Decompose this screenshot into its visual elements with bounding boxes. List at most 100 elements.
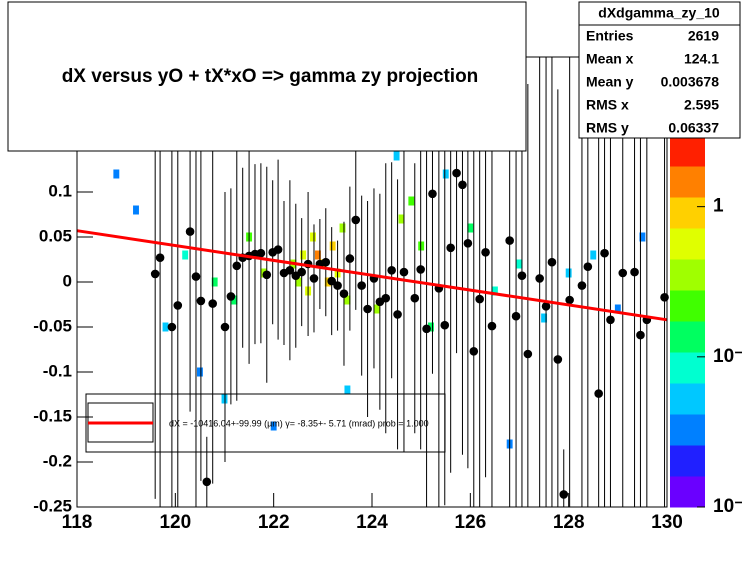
point	[523, 349, 533, 359]
point	[196, 296, 206, 306]
heatmap-cell	[491, 286, 498, 296]
point	[185, 227, 195, 236]
point	[321, 257, 331, 267]
heatmap-cell	[442, 169, 449, 179]
point	[416, 265, 425, 274]
color-bar-band	[670, 290, 705, 322]
point	[547, 257, 557, 267]
heatmap-cell	[639, 232, 646, 242]
point	[463, 239, 473, 248]
heatmap-cell	[344, 295, 351, 305]
stats-value: 124.1	[684, 51, 719, 67]
heatmap-cell	[344, 385, 351, 395]
point	[577, 281, 587, 290]
x-tick-label: 126	[454, 512, 486, 533]
stats-value: 2619	[688, 28, 719, 44]
point	[173, 301, 183, 310]
point	[481, 248, 490, 257]
point	[600, 248, 609, 258]
z-tick-label: 10⁻¹	[713, 346, 742, 367]
y-tick-label: -0.05	[33, 316, 72, 335]
point	[446, 243, 455, 253]
point	[505, 236, 514, 245]
heatmap-cell	[162, 322, 169, 332]
heatmap-cell	[398, 214, 405, 224]
point	[345, 254, 355, 263]
point	[226, 292, 236, 301]
point	[208, 299, 217, 308]
point	[191, 272, 201, 281]
point	[636, 330, 645, 340]
heatmap-cell	[408, 196, 415, 206]
chart-title: dX versus yO + tX*xO => gamma zy project…	[62, 66, 479, 87]
color-bar-band	[670, 135, 705, 167]
heatmap-cell	[516, 259, 523, 269]
heatmap-cell	[339, 223, 346, 233]
heatmap-cell	[196, 367, 203, 377]
z-tick-label: 10⁻²	[713, 496, 742, 517]
heatmap-cell	[565, 268, 572, 278]
color-bar-band	[670, 445, 705, 477]
x-tick-label: 120	[159, 512, 191, 533]
title-box	[7, 1, 527, 152]
point	[155, 253, 165, 262]
stats-value: 2.595	[684, 97, 719, 113]
heatmap-cell	[231, 295, 238, 305]
point	[351, 215, 361, 225]
stats-value: 0.003678	[661, 74, 720, 90]
point	[475, 294, 484, 304]
color-bar-band	[670, 321, 705, 353]
point	[220, 322, 230, 332]
heatmap-cell	[329, 241, 336, 251]
point	[262, 270, 272, 280]
point	[535, 274, 544, 283]
point	[285, 266, 295, 275]
point	[559, 490, 569, 499]
x-tick-label: 118	[62, 512, 93, 533]
heatmap-cell	[182, 250, 189, 260]
x-tick-label: 128	[553, 512, 585, 533]
y-tick-label: 0.1	[48, 181, 72, 200]
y-tick-label: -0.2	[43, 451, 72, 470]
heatmap-cell	[300, 250, 307, 260]
point	[511, 311, 521, 321]
stats-label: Mean y	[586, 74, 634, 90]
stats-label: RMS y	[586, 120, 629, 136]
point	[256, 248, 266, 258]
point	[232, 261, 242, 271]
stats-box: dXdgamma_zy_10 Entries 2619 Mean x 124.1 Mean…	[578, 1, 741, 139]
color-bar: 1 10⁻¹ 10⁻²	[670, 135, 742, 517]
heatmap-cell	[428, 322, 434, 332]
stats-label: Entries	[586, 28, 634, 44]
point	[583, 262, 593, 272]
heatmap-cell	[393, 151, 400, 161]
heatmap-cell	[211, 277, 218, 287]
point	[333, 281, 342, 290]
heatmap-cell	[270, 421, 277, 431]
point	[630, 267, 639, 277]
heatmap-cell	[541, 313, 548, 323]
heatmap-cell	[614, 304, 621, 314]
color-bar-band	[670, 166, 705, 198]
point	[410, 293, 420, 303]
point	[517, 271, 527, 281]
y-tick-label: 0	[63, 271, 72, 290]
point	[393, 310, 402, 319]
heatmap-cell	[314, 250, 321, 260]
z-tick-label: 1	[713, 196, 724, 217]
y-tick-label: -0.15	[33, 406, 72, 425]
heatmap-cell	[467, 223, 474, 233]
point	[357, 281, 366, 290]
heatmap-cell	[590, 250, 597, 260]
color-bar-band	[670, 476, 705, 508]
point	[618, 268, 628, 278]
point	[452, 168, 461, 178]
point	[309, 274, 319, 283]
point	[487, 321, 497, 331]
fit-line	[76, 229, 668, 322]
point	[606, 315, 615, 325]
color-bar-band	[670, 259, 705, 291]
color-bar-band	[670, 383, 705, 415]
color-bar-band	[670, 414, 705, 446]
